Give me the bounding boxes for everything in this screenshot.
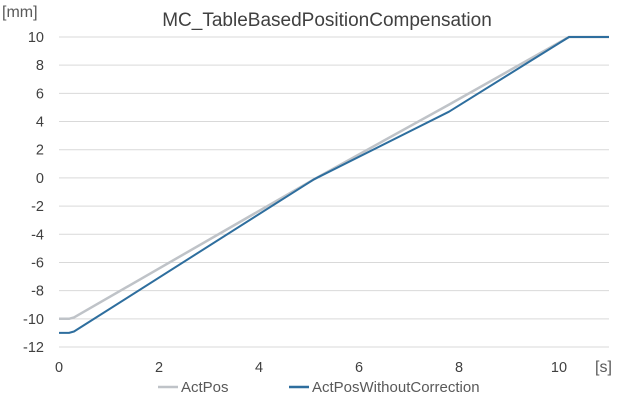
y-tick-label: -2 — [31, 199, 44, 215]
y-axis-unit-label: [mm] — [2, 4, 38, 21]
x-tick-label: 2 — [155, 360, 163, 376]
x-tick-label: 0 — [55, 360, 63, 376]
y-axis-ticks: 10 8 6 4 2 0 -2 -4 -6 -8 -10 -12 — [23, 30, 44, 356]
x-tick-label: 4 — [255, 360, 263, 376]
x-tick-label: 8 — [455, 360, 463, 376]
x-axis-ticks: 0 2 4 6 8 10 — [55, 360, 567, 376]
y-tick-label: -6 — [31, 255, 44, 271]
series-lines — [59, 35, 609, 334]
series-line-actposwithoutcorrection — [59, 36, 609, 334]
legend-label-actpos: ActPos — [181, 379, 229, 396]
x-tick-label: 6 — [355, 360, 363, 376]
y-tick-label: 10 — [28, 30, 44, 46]
y-tick-label: 8 — [36, 58, 44, 74]
y-tick-label: 2 — [36, 143, 44, 159]
chart-title: MC_TableBasedPositionCompensation — [162, 10, 492, 31]
y-tick-label: 6 — [36, 86, 44, 102]
y-tick-label: -4 — [31, 227, 44, 243]
legend-label-actpos-without-correction: ActPosWithoutCorrection — [312, 379, 480, 396]
y-tick-label: 4 — [36, 115, 44, 131]
legend: ActPos ActPosWithoutCorrection — [158, 379, 480, 396]
y-tick-label: -10 — [23, 312, 44, 328]
y-tick-label: 0 — [36, 171, 44, 187]
x-tick-label: 10 — [551, 360, 567, 376]
y-tick-label: -12 — [23, 340, 44, 356]
gridlines — [59, 36, 609, 348]
y-tick-label: -8 — [31, 284, 44, 300]
x-axis-unit-label: [s] — [595, 359, 612, 376]
